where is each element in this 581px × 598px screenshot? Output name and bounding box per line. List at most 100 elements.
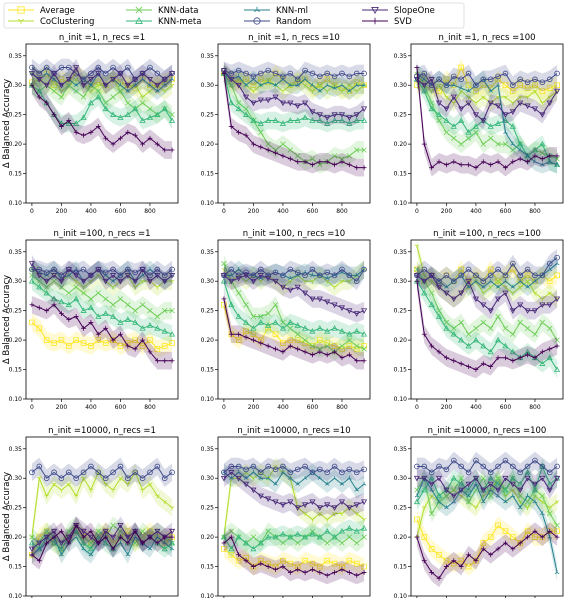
data-point [265,475,271,480]
data-point [451,159,457,165]
data-point [473,165,479,171]
y-tick-label: 0.20 [201,141,215,148]
data-point [458,463,464,470]
data-point [458,117,465,123]
data-point [228,124,234,129]
series-slopeone [220,266,368,323]
data-point [110,302,116,308]
data-point [488,487,493,492]
data-point [517,272,524,279]
y-tick-label: 0.10 [394,396,408,403]
data-point [495,279,501,284]
data-point [443,466,450,473]
data-point [539,150,546,156]
confidence-band [223,457,365,482]
data-point [132,528,138,534]
series-svd [414,522,560,588]
data-point [310,162,315,168]
data-point [29,552,35,558]
legend-item-knn-meta: KNN-meta [126,16,201,27]
series-svd [221,64,367,177]
data-point [339,279,345,284]
data-point [451,82,457,87]
data-point [88,89,94,94]
data-point [525,95,530,100]
data-point [450,474,457,481]
y-tick-label: 0.30 [9,475,23,482]
series-line [416,66,558,92]
data-point [524,103,531,110]
data-point [118,534,123,540]
data-point [540,101,545,106]
data-point [36,476,42,481]
series-line [31,66,173,87]
data-point [102,528,109,535]
subplot-1: n_init =1, n_recs =1 0 200 400 600 800 0.10 0.1… [2,33,179,215]
data-point [250,545,257,552]
x-tick-label: 400 [85,404,97,411]
data-point [295,331,301,337]
series-random [221,61,367,89]
data-point [73,88,79,94]
series-random [221,260,367,291]
data-point [29,319,35,326]
data-point [161,475,168,482]
x-tick-label: 800 [336,404,348,411]
data-point [257,76,264,83]
data-point [429,487,434,492]
data-point [509,109,516,115]
data-point [161,272,168,279]
data-point [36,87,43,94]
data-point [103,296,109,302]
data-point [338,328,346,334]
data-point [346,73,353,80]
data-point [228,470,235,476]
data-point [147,135,153,141]
data-point [287,469,294,476]
data-point [302,76,308,81]
data-point [58,76,65,83]
data-point [444,95,449,100]
data-point [531,308,539,314]
data-point [125,88,131,93]
data-point [228,272,234,277]
data-point [309,499,316,506]
data-point [510,358,516,364]
data-point [361,308,368,314]
data-point [280,349,286,355]
data-point [354,89,360,94]
plot-frame [25,43,179,204]
y-tick-label: 0.35 [9,53,23,60]
data-point [443,290,450,297]
data-point [503,499,508,504]
data-point [147,89,153,94]
data-point [273,481,278,486]
data-point [510,463,516,470]
data-point [503,285,508,290]
data-point [59,311,64,317]
data-point [495,493,501,498]
data-point [465,278,472,285]
data-point [257,493,264,500]
data-point [80,114,87,120]
data-point [280,463,286,470]
data-point [361,82,367,87]
data-point [480,342,487,349]
series-svd [414,272,560,379]
data-point [316,533,323,540]
data-point [510,331,516,337]
data-point [324,343,330,349]
y-tick-label: 0.15 [201,171,215,178]
data-point [169,273,176,279]
data-point [236,73,241,78]
confidence-band [223,519,365,558]
data-point [494,103,502,110]
data-point [480,141,486,147]
data-point [525,506,530,511]
confidence-band [416,272,558,379]
series-line [223,465,365,473]
plot-frame [410,43,564,204]
series-line [223,527,365,550]
y-tick-label: 0.20 [201,337,215,344]
data-point [503,494,508,499]
